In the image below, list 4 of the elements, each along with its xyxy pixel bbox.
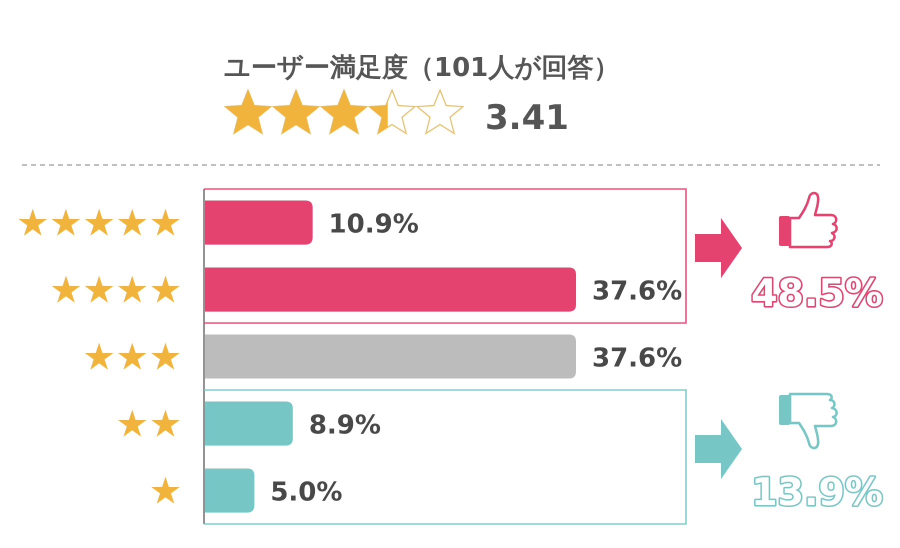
subtitle: 3.41 xyxy=(485,98,569,138)
annotation: 13.9% xyxy=(751,470,883,514)
annotation: 48.5% xyxy=(751,271,883,315)
title: ユーザー満足度（101人が回答） xyxy=(224,53,620,83)
